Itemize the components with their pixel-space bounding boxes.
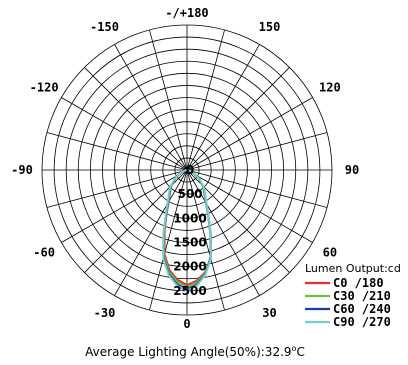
grid-spoke-225: [84, 67, 188, 171]
caption-text: Average Lighting Angle(50%):32.9: [85, 345, 292, 359]
grid-spoke-60: [186, 169, 313, 243]
angle-label-neg30: -30: [94, 306, 116, 320]
grid-spoke-345: [149, 169, 188, 311]
grid-spoke-75: [186, 169, 328, 208]
grid-spoke-300: [61, 169, 188, 243]
angle-label-150: 150: [259, 20, 281, 34]
grid-spoke-285: [46, 169, 188, 208]
legend-label-4: C90 /270: [333, 315, 391, 329]
legend-title: Lumen Output:cd: [305, 262, 401, 275]
grid-spoke-30: [186, 169, 260, 296]
grid-spoke-105: [186, 132, 328, 171]
angle-label-60: 60: [323, 246, 337, 260]
grid-spoke-195: [149, 29, 188, 171]
legend-label-1: C0 /180: [333, 276, 384, 290]
angle-label-120: 120: [319, 81, 341, 95]
grid-spoke-210: [114, 44, 188, 171]
radial-tick-label-1000: 1000: [173, 211, 206, 225]
radial-tick-labels: 0 500 1000 1500 2000 2500: [173, 163, 206, 298]
grid-spoke-150: [186, 44, 260, 171]
radial-tick-label-0: 0: [186, 163, 194, 177]
caption-unit: C: [296, 345, 305, 359]
grid-spoke-330: [114, 169, 188, 296]
radial-tick-label-2500: 2500: [173, 284, 206, 298]
legend-label-2: C30 /210: [333, 289, 391, 303]
average-lighting-angle-caption: Average Lighting Angle(50%):32.9oC: [0, 344, 390, 359]
grid-spoke-120: [186, 97, 313, 171]
angle-label-neg120: -120: [30, 81, 59, 95]
radial-tick-label-500: 500: [177, 187, 202, 201]
grid-spoke-165: [186, 29, 225, 171]
grid-spoke-240: [61, 97, 188, 171]
angle-label-neg60: -60: [33, 246, 55, 260]
caption-degree-mark: o: [291, 344, 297, 353]
angle-label-90: 90: [345, 163, 359, 177]
radial-tick-label-1500: 1500: [173, 236, 206, 250]
polar-grid-spokes: [42, 25, 332, 315]
angle-label-0: 0: [183, 317, 190, 331]
legend-label-3: C60 /240: [333, 302, 391, 316]
angle-tick-labels: -/+180 -150 150 -120 120 -90 90 -60 60 -30 30 0: [11, 6, 359, 331]
intensity-curves: [162, 169, 212, 292]
series-curve-4: [162, 169, 212, 292]
grid-spoke-255: [46, 132, 188, 171]
grid-spoke-15: [186, 169, 225, 311]
angle-label-neg150: -150: [90, 20, 119, 34]
angle-label-neg90: -90: [11, 163, 33, 177]
grid-spoke-135: [186, 67, 290, 171]
radial-tick-label-2000: 2000: [173, 260, 206, 274]
angle-label-180: -/+180: [165, 6, 208, 20]
angle-label-30: 30: [262, 306, 276, 320]
